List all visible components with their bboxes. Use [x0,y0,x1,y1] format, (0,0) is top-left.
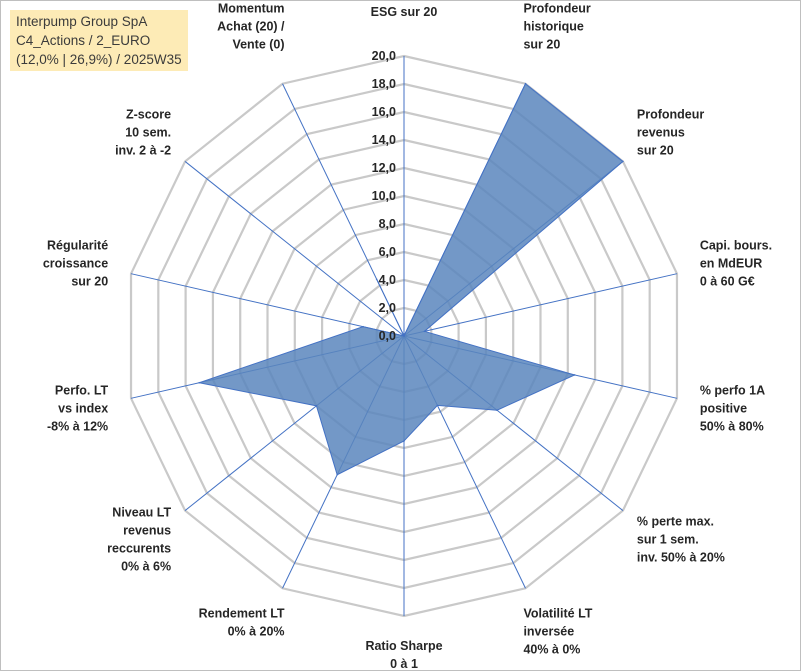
data-point-8 [336,473,338,476]
axis-spoke-3 [403,273,678,337]
category-label-2: Profondeur revenus sur 20 [637,108,704,158]
category-label-1: Profondeur historique sur 20 [523,1,590,51]
data-point-5 [496,409,498,411]
category-label-10: Perfo. LT vs index -8% à 12% [47,384,109,434]
tick-label-0: 0,0 [379,329,396,343]
data-point-6 [436,404,439,407]
tick-label-4: 8,0 [379,217,396,231]
category-label-8: Rendement LT 0% à 20% [199,607,285,639]
title-company: Interpump Group SpA [16,14,148,29]
tick-label-1: 2,0 [379,301,396,315]
data-point-12 [403,335,405,337]
category-label-4: % perfo 1A positive 50% à 80% [700,384,765,434]
data-point-9 [315,405,318,407]
data-point-7 [403,440,405,442]
category-label-0: NoteESG sur 20 [371,1,438,19]
tick-label-8: 16,0 [372,105,396,119]
category-label-11: Régularité croissance sur 20 [43,238,108,288]
category-label-7: Ratio Sharpe 0 à 1 [365,639,442,671]
tick-label-7: 14,0 [372,133,396,147]
tick-label-5: 10,0 [372,189,396,203]
category-label-12: Z-score 10 sem. inv. 2 à -2 [115,108,171,158]
axis-spoke-12 [184,161,405,337]
title-stats: (12,0% | 26,9%) / 2025W35 [16,52,182,67]
category-label-13: Momentum Achat (20) / Vente (0) [217,1,285,51]
category-label-3: Capi. bours. en MdEUR 0 à 60 G€ [700,238,772,288]
category-label-9: Niveau LT revenus reccurents 0% à 6% [107,505,171,573]
data-point-4 [573,374,576,376]
data-point-3 [423,330,426,333]
tick-label-3: 6,0 [379,245,396,259]
title-box: Interpump Group SpA C4_Actions / 2_EURO … [10,10,188,71]
category-label-5: % perte max. sur 1 sem. inv. 50% à 20% [637,514,725,564]
data-point-10 [198,381,201,384]
axis-spoke-11 [130,273,405,337]
tick-label-2: 4,0 [379,273,396,287]
category-label-6: Volatilité LT inversée 40% à 0% [523,607,592,657]
data-point-13 [375,278,378,281]
tick-label-6: 12,0 [372,161,396,175]
data-point-2 [622,160,624,163]
tick-label-10: 20,0 [372,49,396,63]
data-point-1 [524,82,527,85]
data-point-11 [362,325,364,328]
tick-label-9: 18,0 [372,77,396,91]
title-category: C4_Actions / 2_EURO [16,33,151,48]
